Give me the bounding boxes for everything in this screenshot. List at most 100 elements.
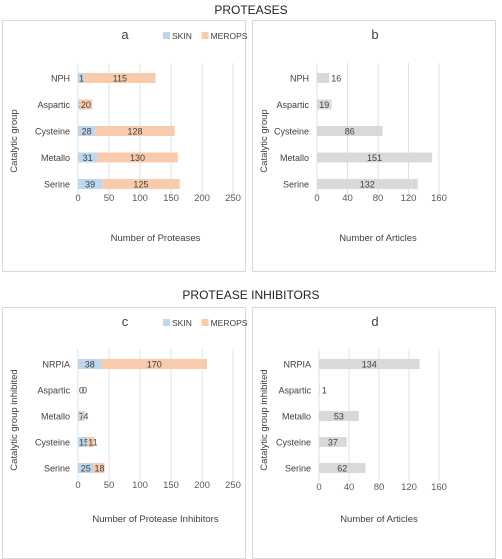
category-label-d-3: Cysteine	[276, 438, 311, 448]
chart-panel-a: 050100150200250NPH10115Aspartic320Cystei…	[2, 20, 247, 272]
bar-b-0-3	[317, 152, 433, 163]
x-axis-label-a: Number of Proteases	[111, 233, 201, 244]
data-label-d-0-0: 134	[362, 360, 377, 370]
data-label-c-1-2: 4	[83, 412, 88, 422]
x-tick-label-a-0: 0	[75, 193, 80, 204]
category-label-c-0: NRPIA	[42, 360, 70, 370]
x-tick-label-d-1: 40	[344, 482, 355, 493]
x-tick-label-c-2: 100	[132, 480, 148, 491]
bar-a-0-4	[78, 179, 103, 189]
legend-label-a-0: SKIN	[172, 31, 192, 41]
legend-label-a-1: MEROPS	[211, 31, 247, 41]
x-tick-label-c-3: 150	[163, 480, 179, 491]
y-axis-label-a: Catalytic group	[9, 109, 20, 172]
data-label-b-0-3: 151	[367, 153, 382, 163]
bar-a-0-0	[78, 73, 85, 83]
bar-c-0-2	[78, 411, 83, 421]
category-label-b-3: Metallo	[280, 153, 309, 163]
category-label-d-4: Serine	[285, 464, 311, 474]
data-label-d-0-2: 53	[334, 412, 344, 422]
legend-swatch-c-1	[201, 319, 209, 326]
category-label-d-2: Metallo	[282, 412, 311, 422]
data-label-b-0-4: 132	[360, 180, 375, 190]
data-label-d-0-4: 62	[337, 464, 347, 474]
bar-b-0-2	[317, 126, 383, 136]
data-label-a-1-2: 128	[128, 127, 143, 137]
x-tick-label-a-4: 200	[194, 193, 210, 204]
x-axis-label-d: Number of Articles	[340, 514, 418, 525]
bar-b-0-4	[317, 179, 418, 189]
category-label-b-1: Aspartic	[276, 100, 309, 110]
data-label-c-1-4: 18	[95, 464, 105, 474]
x-tick-label-a-3: 150	[163, 193, 179, 204]
category-label-a-2: Cysteine	[35, 127, 70, 137]
data-label-a-1-0: 115	[113, 74, 127, 84]
category-label-a-3: Metallo	[41, 153, 70, 163]
data-label-c-0-0: 38	[85, 360, 95, 370]
x-tick-label-c-4: 200	[194, 480, 210, 491]
bar-a-1-2	[95, 126, 175, 136]
category-label-c-4: Serine	[44, 464, 70, 474]
bar-d-0-4	[319, 463, 366, 473]
panel-letter-c: c	[122, 314, 129, 329]
bar-d-0-1	[319, 385, 320, 395]
bar-a-1-3	[97, 152, 178, 163]
bar-a-0-3	[78, 152, 98, 163]
legend-label-c-1: MEROPS	[211, 318, 247, 328]
data-label-b-0-2: 86	[345, 127, 355, 137]
bar-c-1-2	[82, 411, 85, 421]
data-label-c-0-4: 25	[81, 464, 91, 474]
data-label-d-0-1: 1	[322, 386, 327, 396]
y-axis-label-c: Catalytic group inhibited	[9, 369, 20, 470]
bar-c-1-4	[93, 463, 105, 473]
bar-c-0-3	[78, 437, 88, 447]
data-label-a-1-3: 130	[130, 153, 145, 163]
x-tick-label-c-5: 250	[225, 480, 241, 491]
data-label-c-1-1: 0	[82, 386, 87, 396]
data-label-b-0-0: 16	[331, 74, 341, 84]
x-tick-label-d-2: 80	[374, 482, 385, 493]
x-tick-label-c-0: 0	[75, 480, 80, 491]
data-label-a-0-3: 31	[83, 153, 93, 163]
bar-c-1-3	[87, 437, 95, 447]
data-label-a-1-4: 125	[133, 180, 148, 190]
data-label-c-0-3: 15	[79, 438, 89, 448]
legend-label-c-0: SKIN	[172, 318, 192, 328]
x-tick-label-a-1: 50	[104, 193, 115, 204]
bar-a-0-1	[78, 99, 80, 110]
category-label-a-4: Serine	[44, 180, 70, 190]
category-label-c-2: Metallo	[41, 412, 70, 422]
panel-letter-d: d	[371, 314, 378, 329]
chart-d-svg: 0 40 80 120 160 NRPIA 134 Aspartic 1 Metallo 53 Cys…	[259, 314, 447, 525]
chart-a-svg: 050100150200250NPH10115Aspartic320Cystei…	[9, 27, 247, 244]
bar-a-1-1	[79, 99, 93, 110]
category-label-a-0: NPH	[51, 74, 70, 84]
x-tick-label-b-2: 80	[373, 193, 384, 204]
x-tick-label-b-4: 160	[431, 193, 447, 204]
x-tick-label-d-0: 0	[316, 482, 321, 493]
bar-a-1-0	[84, 73, 156, 83]
x-tick-label-a-5: 250	[225, 193, 241, 204]
bar-d-0-0	[319, 359, 420, 369]
x-tick-label-d-3: 120	[401, 482, 417, 493]
data-label-c-0-1: 0	[79, 386, 84, 396]
category-label-b-0: NPH	[290, 74, 309, 84]
bar-b-0-1	[317, 99, 332, 110]
category-label-a-1: Aspartic	[37, 100, 70, 110]
panel-letter-a: a	[121, 27, 129, 42]
data-label-b-0-1: 19	[319, 100, 329, 110]
data-label-a-1-1: 20	[81, 100, 91, 110]
data-label-a-0-4: 39	[85, 180, 95, 190]
legend-swatch-a-0	[163, 32, 170, 39]
category-label-d-1: Aspartic	[278, 386, 311, 396]
section-title-proteases: PROTEASES	[214, 3, 288, 17]
data-label-a-0-0: 10	[79, 74, 89, 84]
x-axis-label-c: Number of Protease Inhibitors	[92, 514, 218, 525]
bar-a-1-4	[102, 179, 180, 189]
bar-c-1-0	[101, 359, 207, 369]
panel-letter-b: b	[371, 27, 378, 42]
data-label-a-0-2: 28	[82, 127, 92, 137]
legend-swatch-c-0	[163, 319, 170, 326]
x-tick-label-d-4: 160	[431, 482, 447, 493]
